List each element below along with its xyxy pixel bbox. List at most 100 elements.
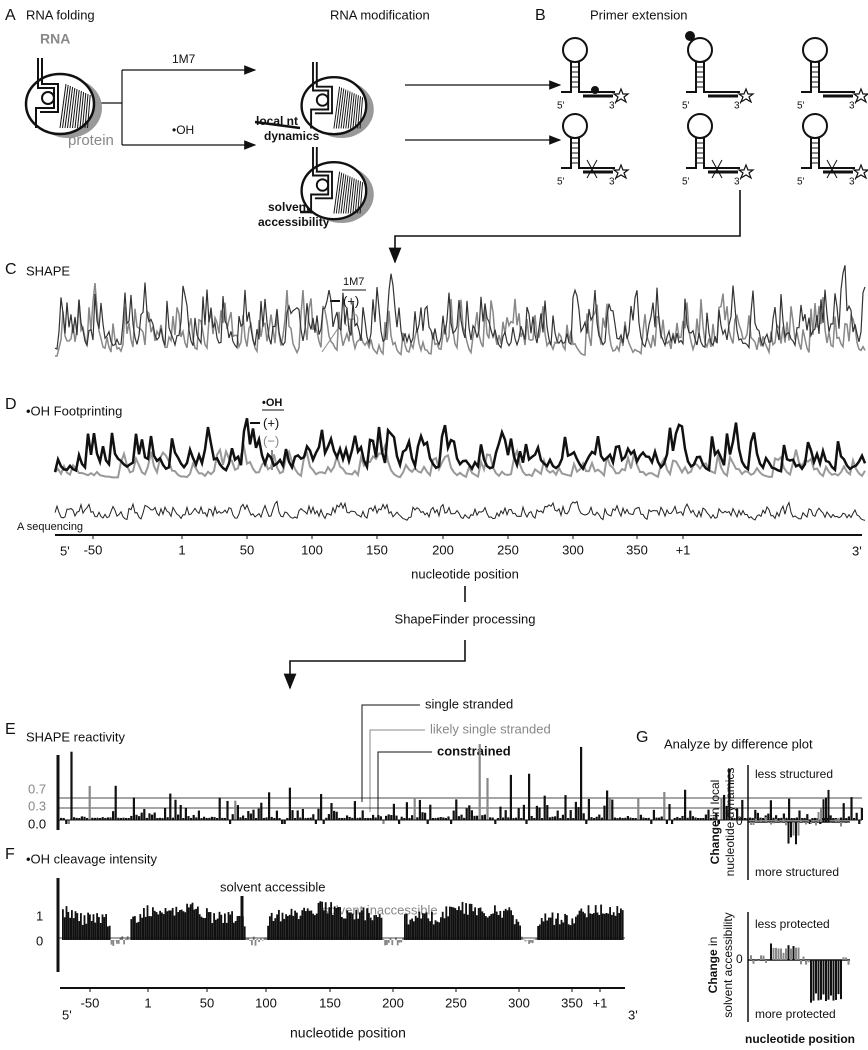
bar (130, 815, 133, 820)
bar (476, 815, 479, 820)
bar (457, 816, 460, 820)
bar (712, 817, 715, 820)
bar (440, 917, 442, 940)
bar (213, 913, 215, 940)
bar (88, 785, 91, 820)
bar (616, 906, 619, 940)
bar (762, 817, 765, 820)
bar (224, 913, 226, 940)
modification (591, 86, 599, 94)
bar (411, 918, 413, 940)
bar (752, 960, 755, 964)
bar (346, 910, 349, 940)
x-tick-label: -50 (81, 995, 100, 1010)
bar (802, 956, 805, 960)
bar (528, 940, 530, 945)
bar (736, 808, 739, 820)
y-label: nucleotide dynamics (723, 768, 737, 877)
bar (777, 817, 780, 820)
bar (83, 816, 86, 820)
bar (257, 808, 260, 820)
bar (595, 816, 598, 820)
bar (770, 943, 772, 960)
bar (355, 909, 358, 940)
bar (287, 916, 289, 940)
annotation: less protected (755, 917, 830, 931)
bar (189, 904, 192, 940)
bar (504, 908, 507, 940)
bar (787, 945, 790, 960)
panel-title: Primer extension (590, 7, 688, 22)
bar (647, 817, 650, 820)
bar (539, 924, 541, 940)
hatch (345, 176, 351, 214)
bar (159, 910, 161, 940)
bar (517, 808, 520, 820)
bar (210, 816, 213, 820)
bar (368, 912, 370, 940)
bar (513, 924, 516, 940)
bar (827, 960, 830, 1000)
bar (72, 918, 75, 940)
bar (314, 915, 316, 940)
legend-title: •OH (262, 397, 282, 409)
hatch (79, 91, 85, 129)
bar (606, 790, 609, 820)
reagent-label: •OH (172, 123, 194, 137)
bar (561, 814, 564, 820)
bar (332, 914, 334, 940)
bar (694, 817, 697, 820)
y-label: Change in local (708, 780, 722, 865)
bar (613, 817, 616, 820)
bar (800, 960, 802, 965)
bar (812, 821, 815, 822)
bar (520, 817, 523, 820)
bar (418, 911, 421, 940)
hairpin-icon: 5' 3' (682, 31, 755, 112)
bar (218, 797, 221, 820)
bar (506, 910, 509, 940)
bar (603, 805, 606, 820)
bar (822, 960, 825, 995)
bar (542, 921, 545, 940)
bar (707, 809, 710, 820)
bar (338, 817, 341, 820)
bar (800, 819, 802, 822)
bar (793, 818, 796, 820)
bar (340, 818, 343, 820)
bar (775, 815, 778, 820)
bar (351, 817, 354, 820)
bar (782, 818, 785, 822)
bar (790, 822, 792, 838)
hairpin-stem (561, 62, 615, 93)
bar (598, 914, 601, 940)
rna-loop (41, 91, 55, 105)
bar (377, 917, 379, 940)
bar (543, 795, 546, 820)
label-star (852, 163, 868, 180)
bar (288, 914, 291, 940)
bar (171, 817, 174, 820)
bar (112, 940, 115, 946)
bar (227, 912, 230, 940)
bar (314, 820, 317, 824)
bar (320, 794, 323, 820)
bar (234, 800, 237, 820)
bar (802, 822, 805, 823)
bar (67, 911, 70, 940)
bar (780, 948, 782, 960)
bar (374, 817, 377, 820)
panel-letter: A (5, 7, 16, 24)
bar (702, 817, 705, 820)
bar (110, 940, 113, 945)
y-label-bold: Change (708, 820, 722, 864)
bar (157, 914, 160, 940)
bar (600, 904, 602, 940)
bar (797, 947, 800, 960)
bar (182, 911, 185, 940)
axis-end: 3' (852, 543, 862, 558)
bar (132, 916, 134, 940)
x-tick-label: 1 (178, 542, 185, 557)
bar (158, 817, 161, 820)
hairpin-stem (686, 62, 740, 93)
